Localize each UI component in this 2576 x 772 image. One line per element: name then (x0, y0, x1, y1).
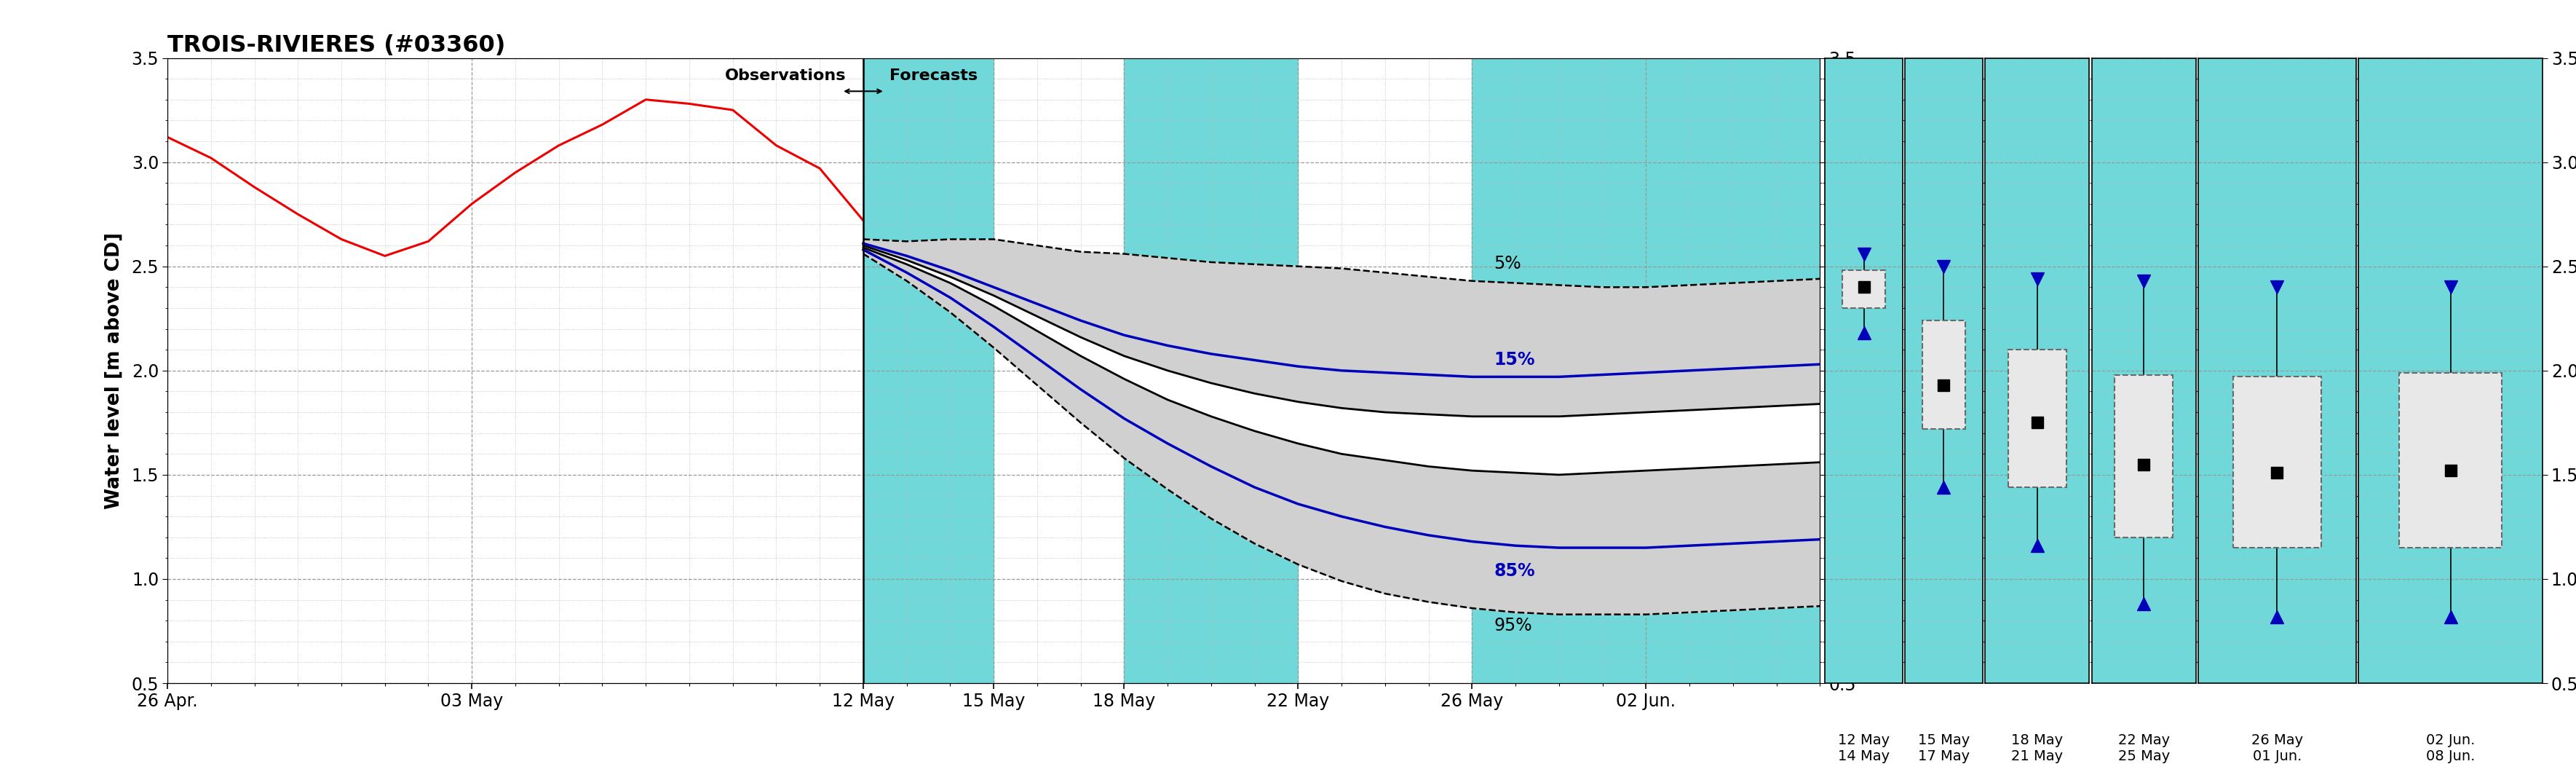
Text: Forecasts: Forecasts (889, 69, 976, 83)
Text: 15%: 15% (1494, 351, 1535, 368)
Text: 85%: 85% (1494, 562, 1535, 580)
Bar (863, 58, 994, 683)
Bar (2398, 373, 2501, 548)
Bar (2115, 374, 2174, 537)
Text: TROIS-RIVIERES (#03360): TROIS-RIVIERES (#03360) (167, 34, 505, 57)
Text: 5%: 5% (1494, 255, 1522, 273)
Text: 18 May
21 May: 18 May 21 May (2012, 733, 2063, 763)
Bar (1922, 320, 1965, 429)
Text: 15 May
17 May: 15 May 17 May (1919, 733, 1971, 763)
Bar (1842, 270, 1886, 308)
Text: 12 May
14 May: 12 May 14 May (1837, 733, 1891, 763)
Bar (1471, 58, 1819, 683)
Text: Observations: Observations (724, 69, 845, 83)
Text: 95%: 95% (1494, 617, 1533, 634)
Text: 26 May
01 Jun.: 26 May 01 Jun. (2251, 733, 2303, 763)
Bar (1123, 58, 1298, 683)
Bar (2007, 350, 2066, 487)
Bar (2233, 377, 2321, 548)
Text: 22 May
25 May: 22 May 25 May (2117, 733, 2169, 763)
Text: 02 Jun.
08 Jun.: 02 Jun. 08 Jun. (2427, 733, 2476, 763)
Y-axis label: Water level [m above CD]: Water level [m above CD] (106, 232, 124, 509)
